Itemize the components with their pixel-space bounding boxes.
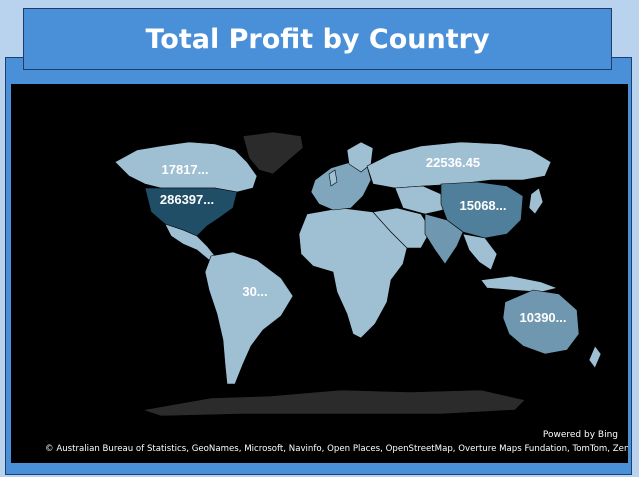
powered-by-text: Powered by Bing (542, 430, 618, 440)
region-new-zealand[interactable] (588, 345, 602, 369)
region-europe[interactable] (310, 161, 372, 211)
region-south-america[interactable] (204, 251, 294, 385)
region-southeast-asia[interactable] (462, 233, 498, 271)
chart-title: Total Profit by Country (145, 23, 490, 55)
value-labels: 286397... 17817... 22536.45 15068... 30... 10… (160, 155, 567, 325)
map-panel[interactable]: 286397... 17817... 22536.45 15068... 30... 10… (11, 84, 628, 463)
value-label-united-states: 286397... (160, 192, 214, 207)
world-map[interactable]: 286397... 17817... 22536.45 15068... 30... 10… (11, 84, 628, 463)
region-india[interactable] (424, 213, 464, 265)
region-australia[interactable] (502, 289, 580, 355)
region-antarctica[interactable] (142, 389, 526, 417)
map-attribution: © Australian Bureau of Statistics, GeoNa… (45, 444, 628, 454)
region-middle-east[interactable] (372, 207, 432, 249)
region-china[interactable] (440, 181, 524, 239)
region-indonesia[interactable] (480, 275, 559, 293)
region-united-states[interactable] (144, 187, 238, 237)
value-label-brazil: 30... (242, 284, 267, 299)
region-greenland[interactable] (242, 131, 304, 175)
value-label-canada: 17817... (162, 162, 209, 177)
value-label-australia: 10390... (520, 310, 567, 325)
region-canada[interactable] (114, 141, 258, 193)
chart-title-box: Total Profit by Country (23, 8, 612, 70)
region-japan[interactable] (528, 187, 544, 215)
region-uk[interactable] (328, 169, 338, 187)
value-label-russia: 22536.45 (426, 155, 480, 170)
value-label-china: 15068... (460, 198, 507, 213)
